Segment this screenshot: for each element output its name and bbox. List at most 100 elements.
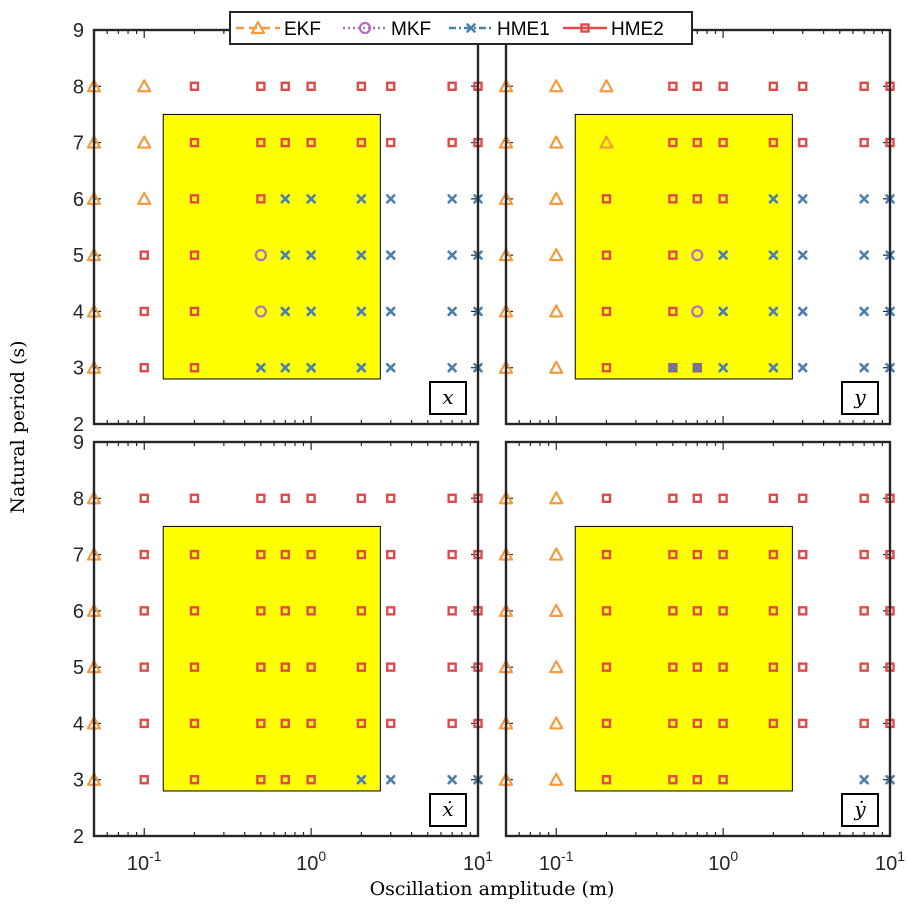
hme2-marker <box>189 306 200 317</box>
highlight-region <box>574 113 793 380</box>
hme2-marker <box>768 662 779 672</box>
y-axis-label: Natural period (s) <box>7 340 29 513</box>
hme2-marker <box>356 606 367 616</box>
hme1-marker <box>718 250 728 260</box>
hme2-marker <box>718 662 728 672</box>
x-tick-label: 100 <box>296 848 326 875</box>
hme2-marker <box>859 493 869 503</box>
mkf-marker <box>358 21 372 35</box>
hme2-marker <box>768 81 779 91</box>
hme2-marker <box>768 137 779 148</box>
hme2-marker <box>189 775 200 785</box>
hme2-marker <box>668 775 678 785</box>
hme2-marker <box>580 23 590 33</box>
hme2-marker <box>668 718 678 729</box>
hme1-marker <box>385 362 396 373</box>
hme2-marker <box>668 81 678 91</box>
hme2-marker <box>386 493 396 503</box>
hme2-marker <box>189 606 200 616</box>
hme2-marker <box>601 775 612 785</box>
hme2-marker <box>139 549 149 560</box>
series-hme2 <box>139 81 483 373</box>
x-tick-label: 101 <box>875 848 905 875</box>
hme2-marker <box>280 662 290 672</box>
hme2-marker <box>601 306 612 317</box>
x-tick-label: 101 <box>463 848 493 875</box>
hme2-marker <box>256 775 266 785</box>
hme2-marker <box>139 363 149 373</box>
hme1-marker <box>797 362 808 373</box>
hme1-marker <box>768 250 779 260</box>
hme2-marker <box>189 549 200 560</box>
ekf-marker <box>599 79 614 93</box>
panel-3: ẋ <box>86 440 483 838</box>
ekf-marker <box>549 79 564 93</box>
hme2-marker <box>280 775 290 785</box>
panel-2: y <box>498 28 895 426</box>
hme2-marker <box>768 718 779 729</box>
hme2-marker <box>601 194 612 204</box>
hme2-marker <box>718 606 728 616</box>
hme2-marker <box>256 137 266 148</box>
hme2-marker <box>798 137 808 148</box>
hme2-marker <box>306 81 316 91</box>
hme2-marker <box>768 493 779 503</box>
panel-1: x <box>86 28 483 426</box>
hme2-marker <box>256 662 266 672</box>
hme1-marker <box>306 250 316 260</box>
hme1-marker <box>356 362 367 373</box>
hme2-marker <box>692 137 702 148</box>
hme2-marker <box>692 662 702 672</box>
hme2-marker <box>306 775 316 785</box>
hme1-marker <box>356 774 367 785</box>
hme1-marker <box>280 306 291 317</box>
series-hme1 <box>668 194 895 373</box>
series-mkf <box>691 249 704 318</box>
hme1-marker <box>280 362 291 373</box>
hme2-marker <box>768 549 779 560</box>
hme2-marker <box>280 81 290 91</box>
mkf-marker <box>254 249 267 262</box>
hme2-marker <box>601 662 612 672</box>
y-tick-label: 8 <box>73 76 84 98</box>
hme2-marker <box>189 363 200 373</box>
hme2-marker <box>280 718 290 729</box>
highlight-region <box>162 525 381 792</box>
hme1-marker <box>385 194 396 204</box>
ekf-marker <box>137 191 152 205</box>
panel-label: ẋ <box>442 797 453 821</box>
series-mkf <box>254 249 267 318</box>
ekf-marker <box>549 603 564 617</box>
hme1-marker <box>280 250 291 260</box>
hme1-marker <box>385 774 396 785</box>
hme2-marker <box>859 81 869 91</box>
hme2-marker <box>256 194 266 204</box>
hme1-marker <box>668 362 678 373</box>
hme2-marker <box>668 194 678 204</box>
hme2-marker <box>798 662 808 672</box>
legend: EKF MKF HME1 HME2 <box>229 11 693 45</box>
panel-label: y <box>853 385 866 409</box>
hme2-marker <box>306 549 316 560</box>
series-hme2 <box>601 493 895 785</box>
hme2-marker <box>306 493 316 503</box>
hme2-marker <box>692 194 702 204</box>
mkf-marker <box>254 305 267 318</box>
ekf-marker <box>250 20 266 35</box>
hme2-marker <box>139 775 149 785</box>
series-ekf <box>86 79 152 374</box>
hme2-marker <box>447 81 457 91</box>
hme2-marker <box>668 250 678 260</box>
y-tick-label: 2 <box>73 826 84 848</box>
hme2-marker <box>692 606 702 616</box>
hme2-marker <box>139 662 149 672</box>
hme1-marker <box>306 362 316 373</box>
hme2-marker <box>256 81 266 91</box>
y-tick-label: 7 <box>73 133 84 155</box>
hme2-marker <box>386 137 396 148</box>
hme2-marker <box>718 137 728 148</box>
panel-label-box <box>429 381 467 415</box>
hme1-marker <box>718 306 728 317</box>
